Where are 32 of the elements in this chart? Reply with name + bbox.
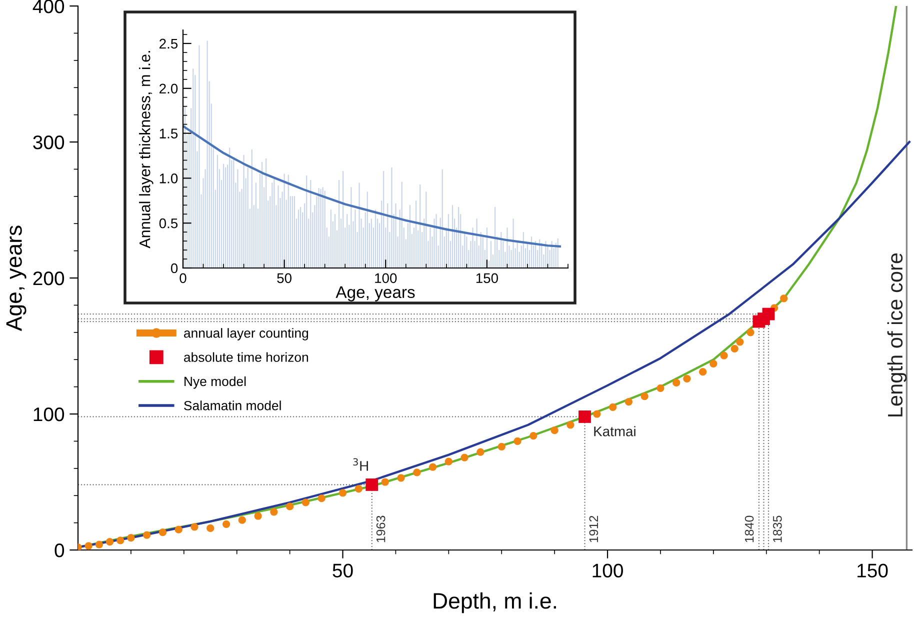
x-tick-label: 50 [332,564,353,578]
x-axis-title: Age, years [336,286,415,302]
y-axis-title: Age, years [6,226,26,332]
legend-label: Nye model [184,376,246,389]
x-tick-label: 100 [375,273,397,284]
legend-label: annual layer counting [184,328,308,340]
annotation: Katmai [594,426,636,436]
x-tick-label: 0 [180,273,186,284]
legend-label: Salamatin model [184,400,281,410]
x-tick-label: 50 [277,273,292,284]
y-tick-label: 1.5 [160,128,178,138]
annotation: $^{3}$H [353,458,368,471]
y-tick-label: 1.0 [160,174,178,184]
y-tick-label: 0 [54,543,64,558]
y-tick-label: 300 [33,135,64,150]
annotation: 1840 [744,516,754,542]
ref-line-label: Length of ice core [887,253,907,416]
y-tick-label: 0.5 [159,218,178,228]
y-axis-title: Annual layer thickness, m i.e. [139,51,154,248]
y-tick-label: 200 [33,271,64,286]
annotation: 1963 [376,516,386,542]
x-tick-label: 100 [592,564,623,578]
x-tick-label: 150 [858,564,888,578]
x-tick-label: 150 [476,273,498,284]
y-tick-label: 100 [34,407,64,422]
annotation: 1912 [589,516,598,542]
legend-label: absolute time horizon [184,352,308,362]
annotation: 1835 [772,516,782,542]
y-tick-label: 2.0 [160,84,178,94]
y-tick-label: 0 [170,263,178,274]
x-axis-title: Depth, m i.e. [434,592,556,614]
y-tick-label: 2.5 [160,38,178,49]
